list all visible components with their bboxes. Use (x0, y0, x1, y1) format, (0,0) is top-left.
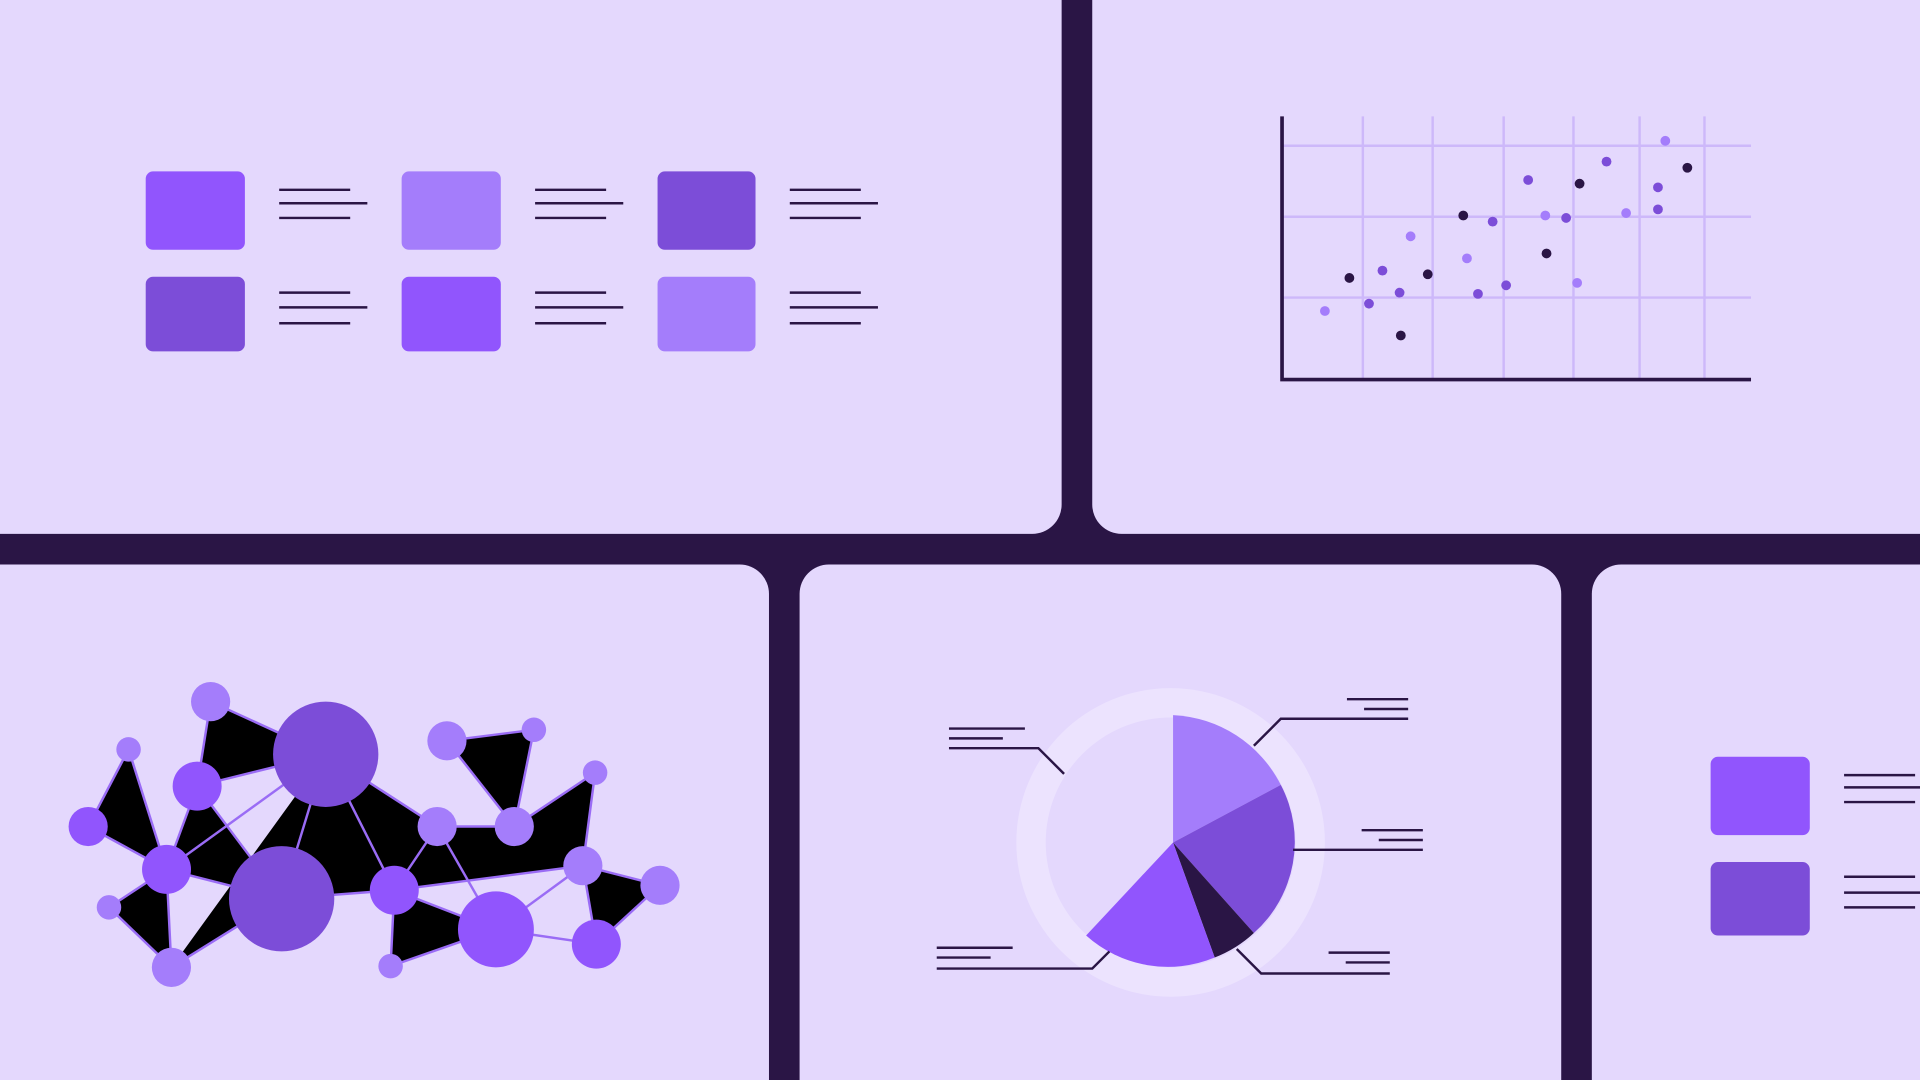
slice (1173, 784, 1295, 934)
slice (1173, 715, 1281, 843)
tile (401, 276, 501, 352)
tile-grid (145, 171, 878, 352)
scatter-illustration (1280, 116, 1752, 382)
slice (1173, 842, 1254, 958)
text-lines (1844, 773, 1920, 909)
tile (1710, 756, 1810, 836)
axes (1280, 116, 1752, 382)
tile (657, 171, 756, 250)
panel (1092, 0, 1920, 534)
slice (1086, 842, 1215, 967)
pie-illustration (936, 688, 1423, 997)
points (1320, 135, 1693, 341)
network-illustration (68, 682, 680, 987)
text-lines (279, 188, 878, 325)
nodes (68, 682, 680, 987)
tile-list (1710, 756, 1920, 936)
tile (1710, 862, 1810, 936)
callouts (936, 697, 1423, 975)
panel (0, 0, 1062, 534)
grid-lines (1282, 116, 1752, 380)
tile (401, 171, 501, 250)
tile (657, 276, 756, 352)
tile (145, 276, 245, 352)
tile (145, 171, 245, 250)
